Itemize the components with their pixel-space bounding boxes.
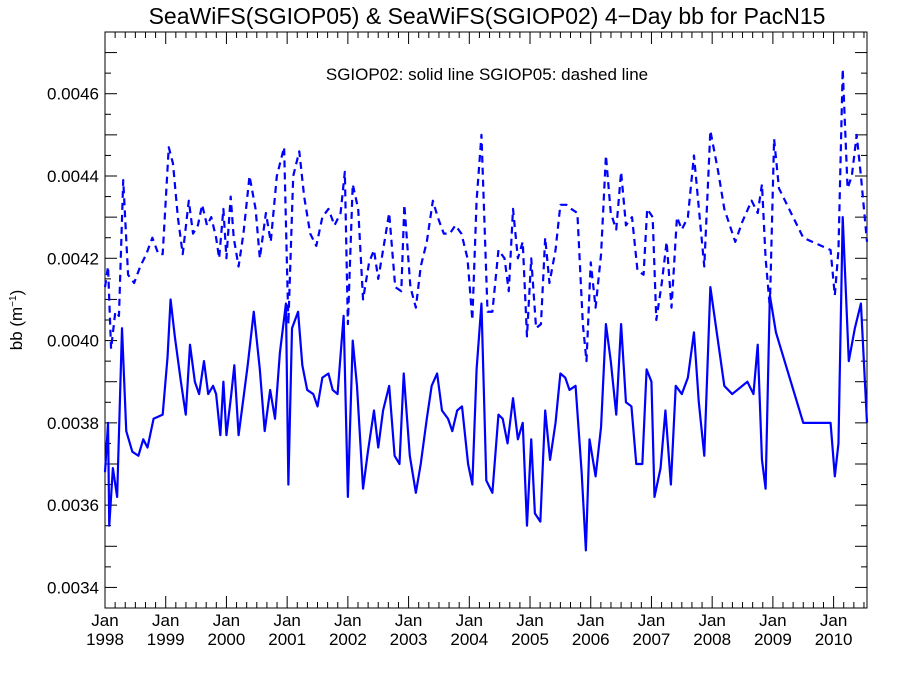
x-tick-year-label: 2003 <box>390 630 428 649</box>
y-tick-label: 0.0046 <box>47 85 99 104</box>
x-tick-month-label: Jan <box>638 611 665 630</box>
x-tick-year-label: 2009 <box>754 630 792 649</box>
y-tick-label: 0.0034 <box>47 578 99 597</box>
x-tick-year-label: 2001 <box>268 630 306 649</box>
series-annotation: SGIOP02: solid line SGIOP05: dashed line <box>326 65 648 84</box>
y-tick-label: 0.0044 <box>47 167 99 186</box>
x-tick-month-label: Jan <box>334 611 361 630</box>
series-layer <box>103 67 869 552</box>
x-tick-year-label: 2007 <box>633 630 671 649</box>
x-tick-labels: Jan1998Jan1999Jan2000Jan2001Jan2002Jan20… <box>86 611 852 649</box>
y-tick-label: 0.0036 <box>47 496 99 515</box>
x-tick-month-label: Jan <box>456 611 483 630</box>
x-tick-year-label: 2008 <box>693 630 731 649</box>
x-tick-month-label: Jan <box>820 611 847 630</box>
sgiop02-solid-series <box>103 216 869 552</box>
x-tick-year-label: 1999 <box>147 630 185 649</box>
y-tick-label: 0.0042 <box>47 249 99 268</box>
x-tick-month-label: Jan <box>152 611 179 630</box>
x-tick-year-label: 2005 <box>511 630 549 649</box>
chart-title: SeaWiFS(SGIOP05) & SeaWiFS(SGIOP02) 4−Da… <box>149 3 826 29</box>
x-tick-year-label: 2006 <box>572 630 610 649</box>
x-tick-month-label: Jan <box>698 611 725 630</box>
x-tick-month-label: Jan <box>273 611 300 630</box>
x-tick-month-label: Jan <box>759 611 786 630</box>
x-tick-month-label: Jan <box>91 611 118 630</box>
x-tick-year-label: 2002 <box>329 630 367 649</box>
y-tick-labels: 0.0034 0.0036 0.0038 0.0040 0.0042 0.0044 0.00… <box>47 85 99 598</box>
axis-ticks <box>104 31 867 609</box>
x-tick-month-label: Jan <box>395 611 422 630</box>
plot-frame <box>104 31 868 609</box>
x-tick-year-label: 2004 <box>450 630 488 649</box>
y-tick-label: 0.0040 <box>47 332 99 351</box>
x-tick-month-label: Jan <box>516 611 543 630</box>
x-tick-year-label: 2010 <box>815 630 853 649</box>
x-tick-year-label: 1998 <box>86 630 124 649</box>
x-tick-year-label: 2000 <box>208 630 246 649</box>
sgiop05-dashed-series <box>103 67 869 363</box>
x-tick-month-label: Jan <box>213 611 240 630</box>
y-axis-label: bb (m−1) <box>7 290 26 351</box>
y-tick-label: 0.0038 <box>47 414 99 433</box>
x-tick-month-label: Jan <box>577 611 604 630</box>
